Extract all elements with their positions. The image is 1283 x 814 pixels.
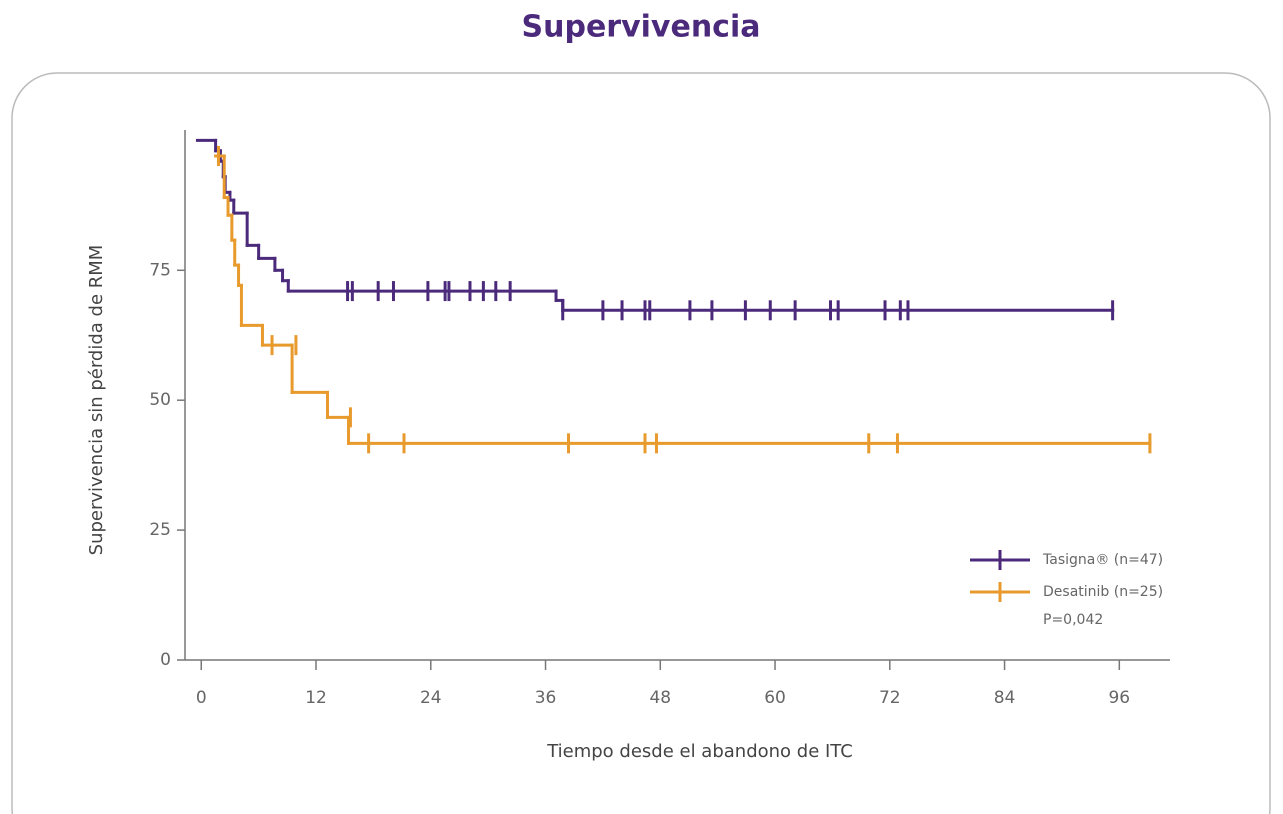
- y-tick-label: 25: [149, 520, 171, 540]
- x-tick-label: 0: [196, 688, 207, 708]
- y-tick-label: 0: [160, 650, 171, 670]
- legend-label: Desatinib (n=25): [1043, 584, 1163, 600]
- x-tick-label: 60: [764, 688, 786, 708]
- legend-label: Tasigna® (n=47): [1042, 552, 1163, 568]
- panel: [11, 72, 1271, 814]
- x-tick-label: 48: [649, 688, 671, 708]
- x-tick-label: 72: [879, 688, 901, 708]
- p-value: P=0,042: [1043, 612, 1103, 628]
- y-tick-label: 50: [149, 390, 171, 410]
- y-tick-label: 75: [149, 260, 171, 280]
- x-tick-label: 12: [305, 688, 327, 708]
- x-tick-label: 36: [535, 688, 557, 708]
- x-tick-label: 96: [1108, 688, 1130, 708]
- x-tick-label: 84: [994, 688, 1016, 708]
- x-axis-label: Tiempo desde el abandono de ITC: [546, 741, 853, 762]
- x-tick-label: 24: [420, 688, 442, 708]
- chart-title: Supervivencia: [522, 10, 761, 45]
- y-axis-label: Supervivencia sin pérdida de RMM: [86, 245, 107, 556]
